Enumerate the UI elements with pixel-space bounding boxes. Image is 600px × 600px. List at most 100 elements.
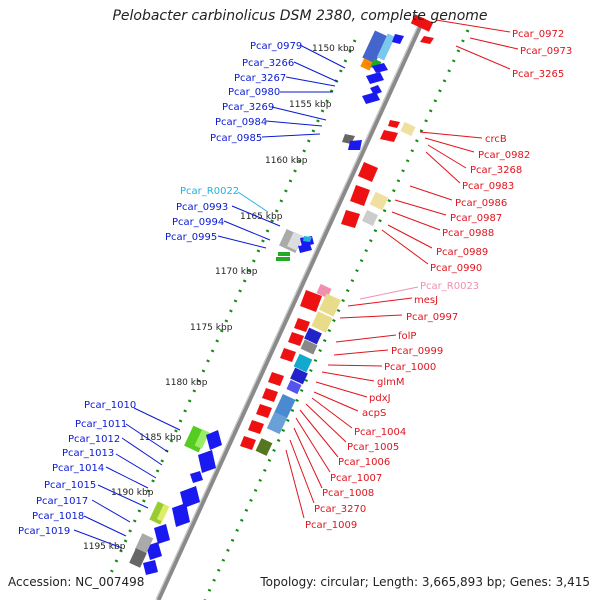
gene-label[interactable]: Pcar_1019 (18, 526, 70, 537)
gene-feature[interactable] (129, 548, 147, 568)
gene-feature[interactable] (300, 339, 318, 355)
gene-feature[interactable] (146, 542, 162, 560)
gene-feature[interactable] (156, 504, 170, 522)
gene-feature[interactable] (410, 14, 434, 32)
gene-feature[interactable] (366, 72, 384, 84)
gene-label[interactable]: Pcar_0986 (455, 198, 507, 209)
gene-label[interactable]: Pcar_3267 (234, 73, 286, 84)
gene-label[interactable]: Pcar_0995 (165, 232, 217, 243)
gene-label[interactable]: Pcar_1008 (322, 488, 374, 499)
gene-label[interactable]: Pcar_3266 (242, 58, 294, 69)
gene-label[interactable]: Pcar_0997 (406, 312, 458, 323)
gene-feature[interactable] (280, 348, 296, 362)
gene-feature[interactable] (370, 85, 382, 95)
gene-feature[interactable] (300, 290, 322, 312)
gene-feature[interactable] (154, 524, 170, 544)
gene-feature[interactable] (143, 560, 158, 575)
gene-feature[interactable] (318, 293, 342, 317)
gene-label[interactable]: mesJ (414, 295, 438, 306)
gene-feature[interactable] (348, 140, 362, 150)
gene-label[interactable]: Pcar_1010 (84, 400, 136, 411)
gene-label[interactable]: Pcar_0982 (478, 150, 530, 161)
gene-feature[interactable] (388, 120, 400, 128)
gene-label[interactable]: Pcar_0989 (436, 247, 488, 258)
gene-feature[interactable] (369, 191, 389, 211)
gene-feature[interactable] (376, 33, 396, 61)
gene-feature[interactable] (194, 429, 210, 449)
gene-label[interactable]: Pcar_1005 (347, 442, 399, 453)
gene-label[interactable]: Pcar_1004 (354, 427, 406, 438)
gene-label[interactable]: Pcar_0993 (176, 202, 228, 213)
gene-feature[interactable] (290, 367, 308, 385)
gene-feature[interactable] (294, 318, 310, 332)
gene-feature[interactable] (372, 63, 388, 73)
gene-feature[interactable] (198, 450, 216, 473)
gene-feature[interactable] (304, 327, 322, 345)
gene-feature[interactable] (274, 393, 296, 419)
gene-feature[interactable] (420, 36, 434, 44)
gene-label[interactable]: Pcar_0980 (228, 87, 280, 98)
gene-label[interactable]: Pcar_0973 (520, 46, 572, 57)
gene-label[interactable]: Pcar_1011 (75, 419, 127, 430)
gene-feature[interactable] (276, 257, 290, 261)
gene-feature[interactable] (180, 486, 200, 508)
gene-feature[interactable] (303, 236, 312, 242)
gene-label[interactable]: Pcar_1009 (305, 520, 357, 531)
gene-feature[interactable] (287, 231, 303, 251)
gene-label[interactable]: Pcar_0979 (250, 41, 302, 52)
gene-feature[interactable] (255, 438, 273, 456)
gene-feature[interactable] (362, 30, 388, 64)
gene-label[interactable]: Pcar_0999 (391, 346, 443, 357)
gene-label[interactable]: Pcar_0987 (450, 213, 502, 224)
gene-label-rna[interactable]: Pcar_R0023 (420, 281, 479, 292)
gene-label[interactable]: Pcar_3269 (222, 102, 274, 113)
gene-label-rna[interactable]: Pcar_R0022 (180, 186, 239, 197)
gene-feature[interactable] (172, 503, 190, 527)
gene-label[interactable]: folP (398, 331, 416, 342)
gene-feature[interactable] (392, 34, 404, 44)
gene-feature[interactable] (286, 379, 302, 395)
gene-label[interactable]: Pcar_0988 (442, 228, 494, 239)
gene-label[interactable]: Pcar_0990 (430, 263, 482, 274)
gene-feature[interactable] (358, 162, 378, 182)
gene-label[interactable]: Pcar_1006 (338, 457, 390, 468)
gene-label[interactable]: Pcar_0972 (512, 29, 564, 40)
gene-label[interactable]: Pcar_1007 (330, 473, 382, 484)
gene-label[interactable]: crcB (485, 134, 507, 145)
gene-label[interactable]: Pcar_1000 (384, 362, 436, 373)
gene-label[interactable]: Pcar_3268 (470, 165, 522, 176)
gene-label[interactable]: Pcar_3270 (314, 504, 366, 515)
gene-feature[interactable] (248, 420, 264, 434)
gene-feature[interactable] (266, 411, 288, 435)
gene-label[interactable]: Pcar_1013 (62, 448, 114, 459)
gene-label[interactable]: acpS (362, 408, 386, 419)
gene-label[interactable]: Pcar_1014 (52, 463, 104, 474)
gene-label[interactable]: Pcar_0983 (462, 181, 514, 192)
gene-label[interactable]: Pcar_1015 (44, 480, 96, 491)
gene-label[interactable]: pdxJ (369, 393, 391, 404)
gene-feature[interactable] (362, 92, 380, 104)
gene-feature[interactable] (380, 130, 398, 142)
gene-feature[interactable] (400, 121, 416, 137)
gene-feature[interactable] (278, 252, 290, 256)
gene-feature[interactable] (262, 388, 278, 402)
gene-feature[interactable] (362, 210, 378, 226)
gene-label[interactable]: Pcar_0994 (172, 217, 224, 228)
gene-feature[interactable] (206, 430, 222, 450)
gene-label[interactable]: Pcar_1017 (36, 496, 88, 507)
gene-feature[interactable] (293, 353, 313, 373)
gene-feature[interactable] (311, 311, 333, 333)
gene-label[interactable]: Pcar_1018 (32, 511, 84, 522)
gene-feature[interactable] (288, 332, 304, 346)
gene-feature[interactable] (134, 533, 154, 555)
gene-feature[interactable] (341, 210, 360, 228)
gene-label[interactable]: glmM (377, 377, 405, 388)
gene-label[interactable]: Pcar_1012 (68, 434, 120, 445)
gene-label[interactable]: Pcar_0985 (210, 133, 262, 144)
gene-feature[interactable] (298, 244, 312, 253)
gene-feature[interactable] (268, 372, 284, 386)
gene-feature[interactable] (256, 404, 272, 418)
gene-feature[interactable] (360, 58, 374, 71)
gene-feature[interactable] (240, 436, 256, 450)
gene-feature[interactable] (350, 185, 370, 206)
